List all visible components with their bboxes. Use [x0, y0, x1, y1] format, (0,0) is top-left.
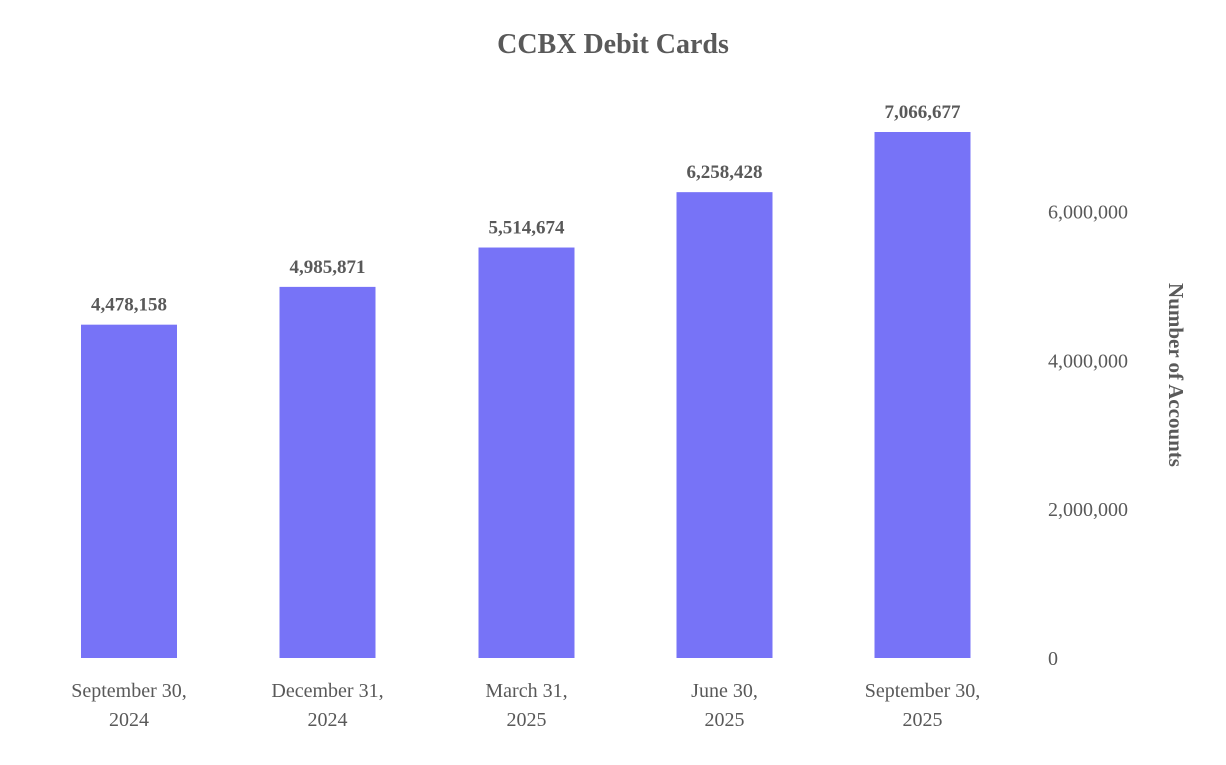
bar-1 [81, 324, 177, 658]
data-label-1: 4,478,158 [91, 295, 167, 316]
bar-4 [676, 192, 773, 659]
category-label-2-line-2: 2024 [308, 709, 348, 731]
bar-5 [874, 132, 971, 658]
category-label-2-line-1: December 31, [271, 680, 383, 702]
data-label-2: 4,985,871 [290, 257, 366, 278]
data-labels-layer: 4,478,158 4,985,871 5,514,674 6,258,428 7,06… [91, 102, 961, 316]
data-label-3: 5,514,674 [489, 218, 566, 239]
category-label-5-line-2: 2025 [903, 709, 943, 731]
y-tick-label-4: 6,000,000 [1048, 201, 1128, 223]
category-label-1-line-2: 2024 [109, 709, 149, 731]
chart-title: CCBX Debit Cards [497, 29, 729, 60]
category-label-5-line-1: September 30, [865, 680, 981, 702]
y-tick-label-3: 4,000,000 [1048, 350, 1128, 372]
category-axis: September 30, 2024 December 31, 2024 March 3… [71, 680, 980, 731]
value-axis: 0 2,000,000 4,000,000 6,000,000 [1048, 201, 1128, 670]
category-label-4-line-1: June 30, [691, 680, 758, 702]
category-label-3-line-2: 2025 [507, 709, 547, 731]
category-label-3-line-1: March 31, [485, 680, 567, 702]
y-tick-label-2: 2,000,000 [1048, 499, 1128, 521]
data-label-5: 7,066,677 [885, 102, 962, 123]
bars-layer [81, 132, 971, 659]
data-label-4: 6,258,428 [687, 162, 763, 183]
category-label-1-line-1: September 30, [71, 680, 187, 702]
y-tick-label-1: 0 [1048, 648, 1058, 670]
y-axis-title: Number of Accounts [1164, 283, 1188, 467]
bar-3 [478, 247, 575, 659]
bar-2 [279, 286, 376, 658]
category-label-4-line-2: 2025 [705, 709, 745, 731]
